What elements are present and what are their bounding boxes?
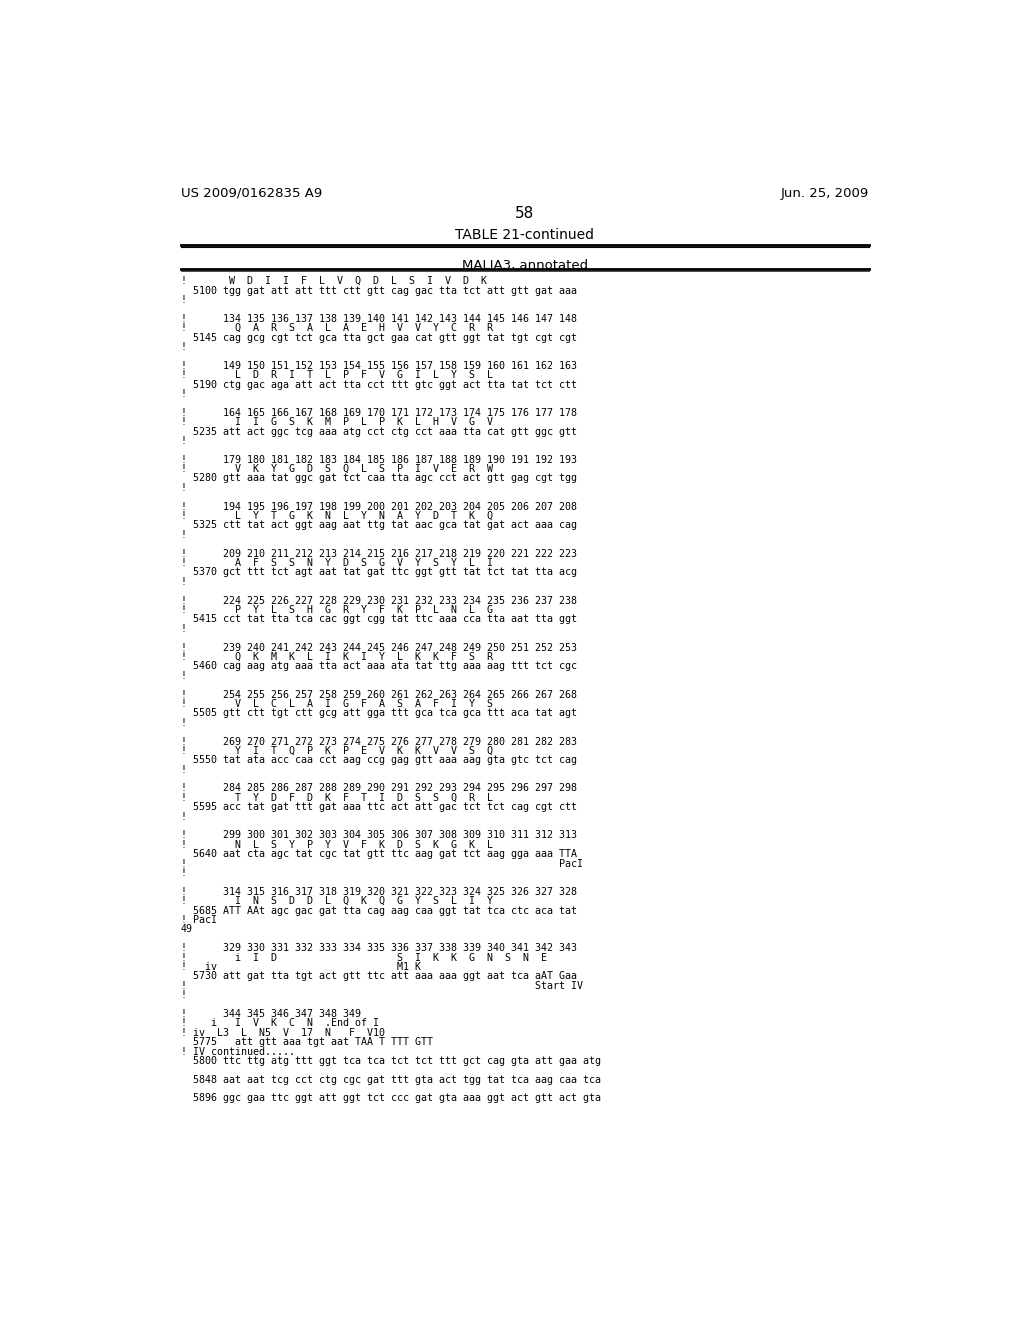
Text: !      134 135 136 137 138 139 140 141 142 143 144 145 146 147 148: ! 134 135 136 137 138 139 140 141 142 14… (180, 314, 577, 323)
Text: !      224 225 226 227 228 229 230 231 232 233 234 235 236 237 238: ! 224 225 226 227 228 229 230 231 232 23… (180, 595, 577, 606)
Text: 5235 att act ggc tcg aaa atg cct ctg cct aaa tta cat gtt ggc gtt: 5235 att act ggc tcg aaa atg cct ctg cct… (180, 426, 577, 437)
Text: !: ! (180, 624, 186, 634)
Text: !        i  I  D                    S  I  K  K  G  N  S  N  E: ! i I D S I K K G N S N E (180, 953, 547, 962)
Text: 5775   att gtt aaa tgt aat TAA T TTT GTT: 5775 att gtt aaa tgt aat TAA T TTT GTT (180, 1038, 433, 1047)
Text: !: ! (180, 483, 186, 492)
Text: US 2009/0162835 A9: US 2009/0162835 A9 (180, 187, 322, 199)
Text: 5415 cct tat tta tca cac ggt cgg tat ttc aaa cca tta aat tta ggt: 5415 cct tat tta tca cac ggt cgg tat ttc… (180, 614, 577, 624)
Text: ! iv  L3  L  N5  V  17  N   F  V10: ! iv L3 L N5 V 17 N F V10 (180, 1028, 385, 1038)
Text: !: ! (180, 342, 186, 352)
Text: !        L  Y  T  G  K  N  L  Y  N  A  Y  D  T  K  Q: ! L Y T G K N L Y N A Y D T K Q (180, 511, 493, 521)
Text: !                                                              PacI: ! PacI (180, 858, 583, 869)
Text: !        N  L  S  Y  P  Y  V  F  K  D  S  K  G  K  L: ! N L S Y P Y V F K D S K G K L (180, 840, 493, 850)
Text: !      344 345 346 347 348 349: ! 344 345 346 347 348 349 (180, 1008, 360, 1019)
Text: 5848 aat aat tcg cct ctg cgc gat ttt gta act tgg tat tca aag caa tca: 5848 aat aat tcg cct ctg cgc gat ttt gta… (180, 1074, 601, 1085)
Text: !      209 210 211 212 213 214 215 216 217 218 219 220 221 222 223: ! 209 210 211 212 213 214 215 216 217 21… (180, 549, 577, 558)
Text: 5370 gct ttt tct agt aat tat gat ttc ggt gtt tat tct tat tta acg: 5370 gct ttt tct agt aat tat gat ttc ggt… (180, 568, 577, 577)
Text: ! IV continued.....: ! IV continued..... (180, 1047, 295, 1056)
Text: 5640 aat cta agc tat cgc tat gtt ttc aag gat tct aag gga aaa TTA: 5640 aat cta agc tat cgc tat gtt ttc aag… (180, 849, 577, 859)
Text: !      239 240 241 242 243 244 245 246 247 248 249 250 251 252 253: ! 239 240 241 242 243 244 245 246 247 24… (180, 643, 577, 652)
Text: !      149 150 151 152 153 154 155 156 157 158 159 160 161 162 163: ! 149 150 151 152 153 154 155 156 157 15… (180, 360, 577, 371)
Text: !        Q  A  R  S  A  L  A  E  H  V  V  Y  C  R  R: ! Q A R S A L A E H V V Y C R R (180, 323, 493, 333)
Text: !        I  N  S  D  D  L  Q  K  Q  G  Y  S  L  I  Y: ! I N S D D L Q K Q G Y S L I Y (180, 896, 493, 907)
Text: !: ! (180, 577, 186, 587)
Text: !    i   I  V  K  C  N  .End of I: ! i I V K C N .End of I (180, 1018, 379, 1028)
Text: !: ! (180, 529, 186, 540)
Text: 58: 58 (515, 206, 535, 222)
Text: !: ! (180, 869, 186, 878)
Text: !: ! (180, 990, 186, 1001)
Text: !: ! (180, 718, 186, 727)
Text: 5595 acc tat gat ttt gat aaa ttc act att gac tct tct cag cgt ctt: 5595 acc tat gat ttt gat aaa ttc act att… (180, 803, 577, 812)
Text: !      179 180 181 182 183 184 185 186 187 188 189 190 191 192 193: ! 179 180 181 182 183 184 185 186 187 18… (180, 454, 577, 465)
Text: !        L  D  R  I  T  L  P  F  V  G  I  L  Y  S  L: ! L D R I T L P F V G I L Y S L (180, 370, 493, 380)
Text: !        Q  K  M  K  L  I  K  I  Y  L  K  K  F  S  R: ! Q K M K L I K I Y L K K F S R (180, 652, 493, 661)
Text: !: ! (180, 294, 186, 305)
Text: 5730 att gat tta tgt act gtt ttc att aaa aaa ggt aat tca aAT Gaa: 5730 att gat tta tgt act gtt ttc att aaa… (180, 972, 577, 981)
Text: 5190 ctg gac aga att act tta cct ttt gtc ggt act tta tat tct ctt: 5190 ctg gac aga att act tta cct ttt gtc… (180, 380, 577, 389)
Text: !      284 285 286 287 288 289 290 291 292 293 294 295 296 297 298: ! 284 285 286 287 288 289 290 291 292 29… (180, 784, 577, 793)
Text: !                                                          Start IV: ! Start IV (180, 981, 583, 991)
Text: !      329 330 331 332 333 334 335 336 337 338 339 340 341 342 343: ! 329 330 331 332 333 334 335 336 337 33… (180, 944, 577, 953)
Text: MALIA3, annotated: MALIA3, annotated (462, 259, 588, 272)
Text: !      314 315 316 317 318 319 320 321 322 323 324 325 326 327 328: ! 314 315 316 317 318 319 320 321 322 32… (180, 887, 577, 896)
Text: 5550 tat ata acc caa cct aag ccg gag gtt aaa aag gta gtc tct cag: 5550 tat ata acc caa cct aag ccg gag gtt… (180, 755, 577, 766)
Text: !      254 255 256 257 258 259 260 261 262 263 264 265 266 267 268: ! 254 255 256 257 258 259 260 261 262 26… (180, 689, 577, 700)
Text: 5505 gtt ctt tgt ctt gcg att gga ttt gca tca gca ttt aca tat agt: 5505 gtt ctt tgt ctt gcg att gga ttt gca… (180, 709, 577, 718)
Text: !        V  L  C  L  A  I  G  F  A  S  A  F  I  Y  S: ! V L C L A I G F A S A F I Y S (180, 700, 493, 709)
Text: 5896 ggc gaa ttc ggt att ggt tct ccc gat gta aaa ggt act gtt act gta: 5896 ggc gaa ttc ggt att ggt tct ccc gat… (180, 1093, 601, 1104)
Text: !      164 165 166 167 168 169 170 171 172 173 174 175 176 177 178: ! 164 165 166 167 168 169 170 171 172 17… (180, 408, 577, 417)
Text: 5460 cag aag atg aaa tta act aaa ata tat ttg aaa aag ttt tct cgc: 5460 cag aag atg aaa tta act aaa ata tat… (180, 661, 577, 672)
Text: 49: 49 (180, 924, 193, 935)
Text: !      269 270 271 272 273 274 275 276 277 278 279 280 281 282 283: ! 269 270 271 272 273 274 275 276 277 27… (180, 737, 577, 747)
Text: !      194 195 196 197 198 199 200 201 202 203 204 205 206 207 208: ! 194 195 196 197 198 199 200 201 202 20… (180, 502, 577, 512)
Text: !        T  Y  D  F  D  K  F  T  I  D  S  S  Q  R  L: ! T Y D F D K F T I D S S Q R L (180, 793, 493, 803)
Text: !        A  F  S  S  N  Y  D  S  G  V  Y  S  Y  L  I: ! A F S S N Y D S G V Y S Y L I (180, 558, 493, 568)
Text: !      299 300 301 302 303 304 305 306 307 308 309 310 311 312 313: ! 299 300 301 302 303 304 305 306 307 30… (180, 830, 577, 841)
Text: ! PacI: ! PacI (180, 915, 217, 925)
Text: Jun. 25, 2009: Jun. 25, 2009 (780, 187, 869, 199)
Text: !: ! (180, 764, 186, 775)
Text: 5325 ctt tat act ggt aag aat ttg tat aac gca tat gat act aaa cag: 5325 ctt tat act ggt aag aat ttg tat aac… (180, 520, 577, 531)
Text: 5800 ttc ttg atg ttt ggt tca tca tct tct ttt gct cag gta att gaa atg: 5800 ttc ttg atg ttt ggt tca tca tct tct… (180, 1056, 601, 1067)
Text: 5685 ATT AAt agc gac gat tta cag aag caa ggt tat tca ctc aca tat: 5685 ATT AAt agc gac gat tta cag aag caa… (180, 906, 577, 916)
Text: !        P  Y  L  S  H  G  R  Y  F  K  P  L  N  L  G: ! P Y L S H G R Y F K P L N L G (180, 605, 493, 615)
Text: !        V  K  Y  G  D  S  Q  L  S  P  I  V  E  R  W: ! V K Y G D S Q L S P I V E R W (180, 465, 493, 474)
Text: 5145 cag gcg cgt tct gca tta gct gaa cat gtt ggt tat tgt cgt cgt: 5145 cag gcg cgt tct gca tta gct gaa cat… (180, 333, 577, 343)
Text: !        Y  I  T  Q  P  K  P  E  V  K  K  V  V  S  Q: ! Y I T Q P K P E V K K V V S Q (180, 746, 493, 756)
Text: !: ! (180, 671, 186, 681)
Text: !   iv                              M1 K: ! iv M1 K (180, 962, 421, 972)
Text: !        I  I  G  S  K  M  P  L  P  K  L  H  V  G  V: ! I I G S K M P L P K L H V G V (180, 417, 493, 428)
Text: 5280 gtt aaa tat ggc gat tct caa tta agc cct act gtt gag cgt tgg: 5280 gtt aaa tat ggc gat tct caa tta agc… (180, 474, 577, 483)
Text: 5100 tgg gat att att ttt ctt gtt cag gac tta tct att gtt gat aaa: 5100 tgg gat att att ttt ctt gtt cag gac… (180, 285, 577, 296)
Text: !: ! (180, 812, 186, 821)
Text: !: ! (180, 389, 186, 399)
Text: TABLE 21-continued: TABLE 21-continued (456, 227, 594, 242)
Text: !: ! (180, 436, 186, 446)
Text: !       W  D  I  I  F  L  V  Q  D  L  S  I  V  D  K: ! W D I I F L V Q D L S I V D K (180, 276, 486, 286)
